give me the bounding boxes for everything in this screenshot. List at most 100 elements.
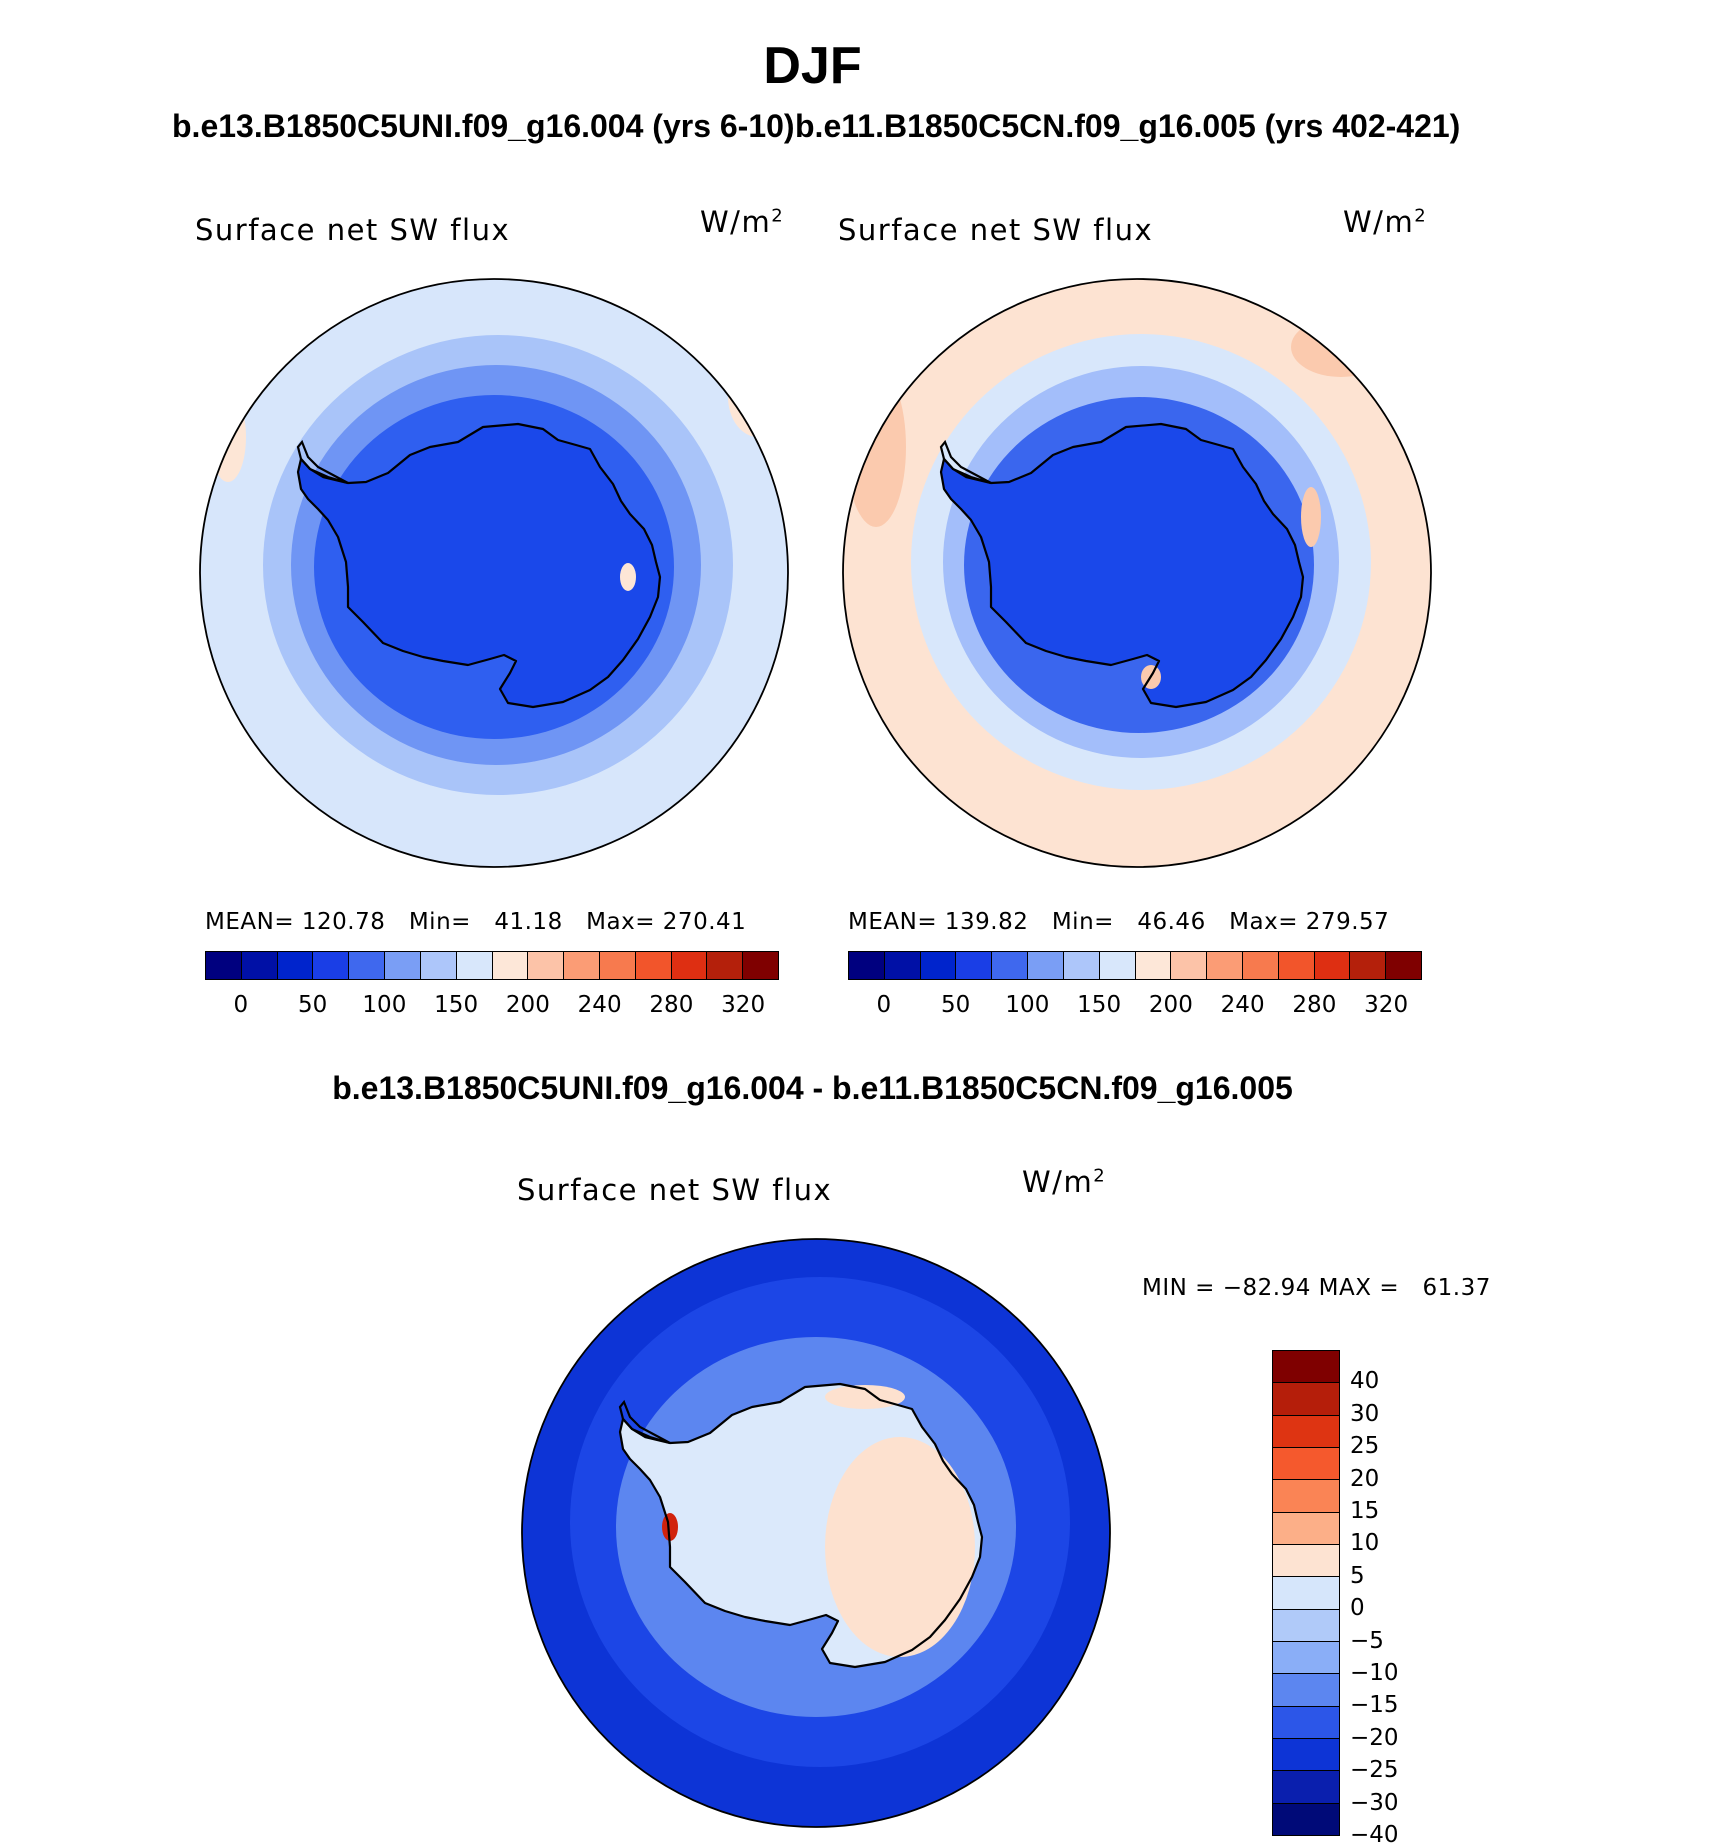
colorbar-tick-label: 280 bbox=[1292, 992, 1337, 1018]
map-boundary bbox=[842, 278, 1432, 868]
panel3-polar-map bbox=[521, 1238, 1111, 1828]
panel1-max-label: Max= bbox=[586, 909, 655, 935]
panel2-units-exponent: 2 bbox=[1414, 205, 1428, 227]
panel1-units-text: W/m bbox=[700, 205, 772, 239]
map-boundary bbox=[521, 1238, 1111, 1828]
colorbar-swatch bbox=[1273, 1383, 1339, 1416]
panel2-variable-label: Surface net SW flux bbox=[838, 213, 1154, 247]
colorbar-swatch bbox=[1028, 952, 1064, 979]
coastline bbox=[939, 422, 1305, 709]
colorbar-swatch bbox=[1273, 1803, 1339, 1835]
colorbar-tick-label: −15 bbox=[1350, 1692, 1399, 1719]
colorbar-swatch bbox=[206, 952, 242, 979]
colorbar-swatch bbox=[599, 952, 636, 979]
panel1-stats: MEAN= 120.78 Min= 41.18 Max= 270.41 bbox=[205, 909, 746, 935]
antarctica-fill bbox=[941, 424, 1303, 707]
colorbar-swatch bbox=[956, 952, 993, 979]
panel1-max-value: 270.41 bbox=[662, 909, 747, 935]
colorbar-swatch bbox=[1242, 952, 1279, 979]
colorbar-tick-label: 15 bbox=[1350, 1498, 1380, 1524]
colorbar-tick-label: −5 bbox=[1350, 1627, 1384, 1654]
colorbar-tick-label: 0 bbox=[233, 992, 249, 1018]
panel3-max-label: MAX = bbox=[1318, 1275, 1400, 1301]
peninsula-coastline bbox=[618, 1399, 671, 1445]
colorbar-swatch bbox=[920, 952, 957, 979]
colorbar-tick-label: 150 bbox=[434, 992, 479, 1018]
colorbar-tick-label: 40 bbox=[1350, 1368, 1380, 1395]
colorbar-swatch bbox=[671, 952, 708, 979]
colorbar-tick-label: 50 bbox=[940, 992, 971, 1018]
colorbar-tick-label: −40 bbox=[1350, 1822, 1399, 1848]
panel1-mean-label: MEAN= bbox=[205, 909, 295, 935]
panel2-max-label: Max= bbox=[1229, 909, 1298, 935]
panel1-min-label: Min= bbox=[408, 909, 471, 935]
field-patch-warm-edge bbox=[846, 367, 906, 527]
panel3-variable-label: Surface net SW flux bbox=[517, 1173, 833, 1207]
panel3-min-value: −82.94 bbox=[1222, 1275, 1311, 1301]
panel1-polar-map bbox=[199, 278, 789, 868]
colorbar-tick-label: 25 bbox=[1350, 1433, 1380, 1460]
colorbar-tick-label: −30 bbox=[1350, 1789, 1399, 1816]
field-patch-hotspot bbox=[662, 1513, 678, 1541]
panel2-min-label: Min= bbox=[1051, 909, 1114, 935]
panel2-polar-map bbox=[842, 278, 1432, 868]
panel3-units-text: W/m bbox=[1022, 1165, 1094, 1199]
colorbar-swatch bbox=[1273, 1706, 1339, 1739]
colorbar-tick-label: 20 bbox=[1350, 1465, 1380, 1492]
colorbar-tick-label: 10 bbox=[1350, 1530, 1380, 1557]
colorbar-swatch bbox=[564, 952, 600, 979]
colorbar-tick-label: −10 bbox=[1350, 1660, 1399, 1686]
panel2-colorbar bbox=[848, 951, 1422, 980]
field-patch-warm-edge bbox=[620, 563, 636, 591]
antarctica-fill bbox=[298, 424, 660, 707]
panel2-units-label: W/m2 bbox=[1343, 205, 1427, 239]
colorbar-swatch bbox=[277, 952, 314, 979]
colorbar-tick-label: 0 bbox=[876, 992, 892, 1018]
panel1-units-label: W/m2 bbox=[700, 205, 784, 239]
colorbar-swatch bbox=[1273, 1480, 1339, 1513]
colorbar-tick-label: 240 bbox=[577, 992, 622, 1018]
field-patch-warm-edge bbox=[210, 392, 246, 482]
panel3-colorbar bbox=[1272, 1350, 1340, 1836]
colorbar-swatch bbox=[1063, 952, 1100, 979]
colorbar-tick-label: −25 bbox=[1350, 1757, 1399, 1784]
map-field bbox=[200, 279, 788, 867]
colorbar-swatch bbox=[1273, 1771, 1339, 1804]
panel2-max-value: 279.57 bbox=[1305, 909, 1390, 935]
panel2-mean-label: MEAN= bbox=[848, 909, 938, 935]
colorbar-tick-label: 240 bbox=[1220, 992, 1265, 1018]
colorbar-swatch bbox=[992, 952, 1029, 979]
peninsula-coastline bbox=[296, 439, 349, 485]
panel3-min-label: MIN = bbox=[1142, 1275, 1215, 1301]
colorbar-tick-label: 200 bbox=[1148, 992, 1193, 1018]
colorbar-swatch bbox=[313, 952, 350, 979]
colorbar-swatch bbox=[385, 952, 421, 979]
field-patch-warm-edge bbox=[1301, 487, 1321, 547]
colorbar-swatch bbox=[1273, 1512, 1339, 1545]
field-patch-warm-edge bbox=[1291, 317, 1391, 377]
peninsula-coastline bbox=[939, 439, 992, 485]
colorbar-swatch bbox=[1273, 1641, 1339, 1675]
colorbar-swatch bbox=[1273, 1544, 1339, 1578]
case-title-right: b.e11.B1850C5CN.f09_g16.005 (yrs 402-421… bbox=[795, 108, 1461, 144]
colorbar-swatch bbox=[1207, 952, 1243, 979]
colorbar-tick-label: 100 bbox=[1005, 992, 1050, 1018]
colorbar-tick-label: 320 bbox=[721, 992, 766, 1018]
panel1-min-value: 41.18 bbox=[494, 909, 563, 935]
colorbar-swatch bbox=[1273, 1674, 1339, 1707]
colorbar-swatch bbox=[635, 952, 672, 979]
colorbar-tick-label: 0 bbox=[1350, 1595, 1365, 1622]
colorbar-tick-label: 200 bbox=[505, 992, 550, 1018]
colorbar-tick-label: 280 bbox=[649, 992, 694, 1018]
colorbar-swatch bbox=[743, 952, 778, 979]
colorbar-swatch bbox=[1314, 952, 1351, 979]
colorbar-tick-label: 150 bbox=[1077, 992, 1122, 1018]
colorbar-swatch bbox=[456, 952, 493, 979]
map-field bbox=[843, 279, 1431, 867]
colorbar-swatch bbox=[1273, 1738, 1339, 1772]
field-patch-warm-edge bbox=[728, 357, 788, 437]
field-patch-warm-patch bbox=[825, 1437, 975, 1657]
diff-title: b.e13.B1850C5UNI.f09_g16.004 - b.e11.B18… bbox=[332, 1070, 1293, 1106]
colorbar-swatch bbox=[1135, 952, 1172, 979]
panel2-mean-value: 139.82 bbox=[944, 909, 1029, 935]
